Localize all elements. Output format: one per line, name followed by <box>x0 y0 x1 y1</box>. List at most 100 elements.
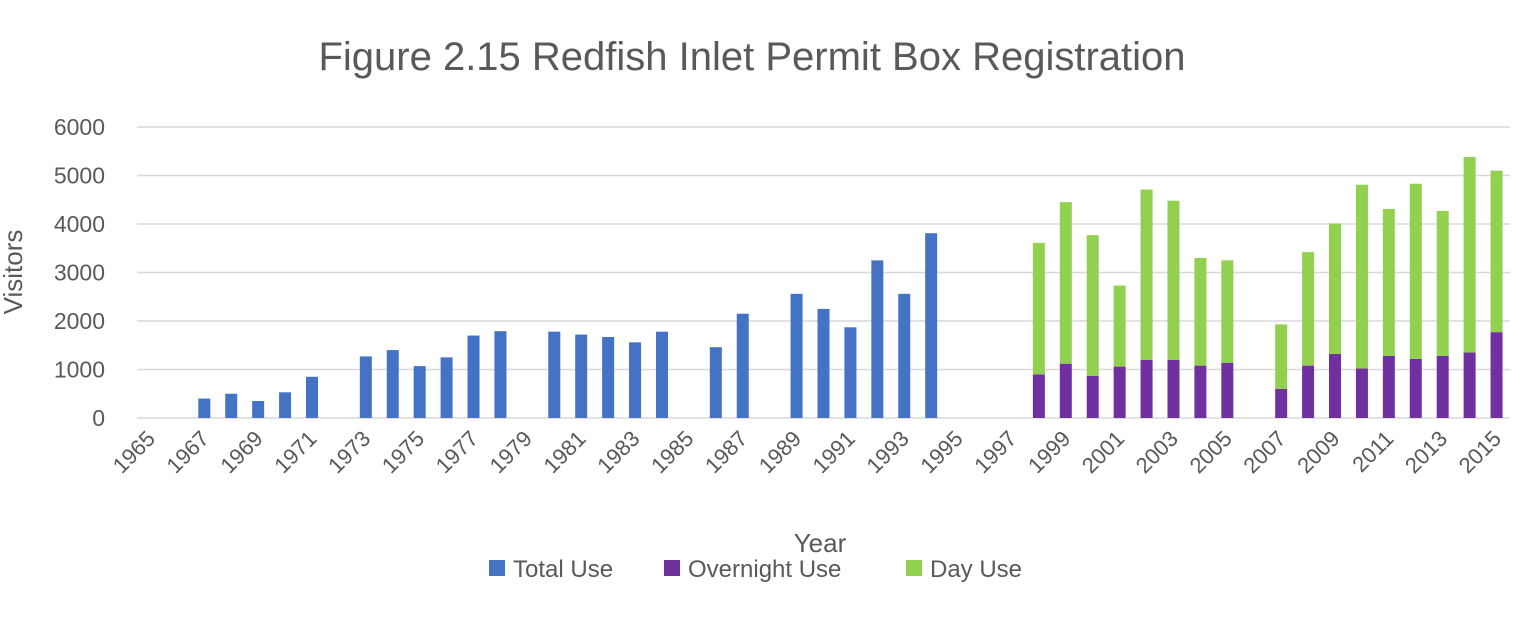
bar-day-use <box>1275 324 1288 389</box>
x-tick-label: 1983 <box>592 426 644 478</box>
bar-overnight-use <box>1302 365 1315 418</box>
bar-day-use <box>1140 189 1153 360</box>
bar-total-use <box>225 393 238 418</box>
bar-overnight-use <box>1167 359 1180 418</box>
bar-overnight-use <box>1436 355 1449 418</box>
bar-overnight-use <box>1329 353 1342 418</box>
x-tick-label: 2007 <box>1238 426 1290 478</box>
bar-total-use <box>198 398 211 418</box>
bar-overnight-use <box>1086 375 1099 418</box>
bar-total-use <box>736 313 749 418</box>
bar-day-use <box>1463 157 1476 353</box>
x-tick-label: 2015 <box>1454 426 1506 478</box>
y-tick-label: 2000 <box>54 308 105 334</box>
bar-day-use <box>1221 260 1234 363</box>
bar-overnight-use <box>1355 368 1368 418</box>
x-tick-label: 1967 <box>162 426 214 478</box>
bar-overnight-use <box>1140 359 1153 418</box>
bar-day-use <box>1113 285 1126 367</box>
bar-total-use <box>817 308 830 418</box>
bars <box>198 157 1503 418</box>
bar-total-use <box>844 327 857 418</box>
x-tick-label: 1965 <box>108 426 160 478</box>
bar-total-use <box>871 260 884 418</box>
bar-total-use <box>359 356 372 418</box>
legend-label: Overnight Use <box>688 556 841 583</box>
bar-total-use <box>494 331 507 418</box>
y-tick-label: 5000 <box>54 163 105 189</box>
bar-total-use <box>925 233 938 418</box>
legend-swatch <box>489 560 505 576</box>
bar-overnight-use <box>1194 365 1207 418</box>
x-tick-label: 2001 <box>1077 426 1129 478</box>
bar-overnight-use <box>1382 355 1395 418</box>
bar-overnight-use <box>1490 332 1503 418</box>
x-tick-label: 1989 <box>754 426 806 478</box>
bar-day-use <box>1329 223 1342 354</box>
bar-day-use <box>1086 235 1099 376</box>
bar-total-use <box>413 366 426 418</box>
bar-total-use <box>898 293 911 418</box>
x-tick-label: 2011 <box>1347 426 1398 477</box>
legend-label: Day Use <box>930 556 1022 583</box>
bar-total-use <box>655 331 668 418</box>
bar-total-use <box>790 293 803 418</box>
x-tick-label: 1979 <box>485 426 537 478</box>
legend-swatch <box>906 560 922 576</box>
x-tick-label: 1995 <box>915 426 967 478</box>
x-tick-label: 1975 <box>377 426 429 478</box>
bar-total-use <box>386 350 399 418</box>
bar-day-use <box>1059 202 1072 364</box>
x-axis-title: Year <box>794 528 847 558</box>
chart-title: Figure 2.15 Redfish Inlet Permit Box Reg… <box>318 35 1185 79</box>
bar-total-use <box>602 337 615 418</box>
bar-total-use <box>440 357 453 418</box>
bar-day-use <box>1167 200 1180 360</box>
legend-label: Total Use <box>513 556 613 583</box>
x-tick-label: 1977 <box>431 426 483 478</box>
bar-overnight-use <box>1409 358 1422 418</box>
y-tick-label: 3000 <box>54 260 105 286</box>
bar-overnight-use <box>1059 363 1072 418</box>
x-tick-label: 1969 <box>215 426 267 478</box>
x-tick-label: 1997 <box>969 426 1021 478</box>
x-tick-label: 1991 <box>808 426 860 478</box>
bar-day-use <box>1490 170 1503 333</box>
bar-total-use <box>548 331 561 418</box>
bar-total-use <box>575 334 588 418</box>
bar-overnight-use <box>1275 388 1288 418</box>
y-tick-label: 0 <box>92 405 105 431</box>
x-tick-label: 2013 <box>1400 426 1452 478</box>
bar-overnight-use <box>1221 362 1234 418</box>
bar-day-use <box>1436 210 1449 356</box>
x-tick-label: 1973 <box>323 426 375 478</box>
x-axis-ticks: 1965 1967 1969 1971 1973 1975 1977 1979 1981 1983… <box>108 426 1506 478</box>
x-tick-label: 1981 <box>538 426 590 478</box>
x-tick-label: 1999 <box>1023 426 1075 478</box>
y-axis-ticks: 0 1000 2000 3000 4000 5000 6000 <box>54 114 105 431</box>
legend: Total Use Overnight Use Day Use <box>489 556 1022 583</box>
bar-total-use <box>467 335 480 418</box>
bar-day-use <box>1302 252 1315 366</box>
bar-day-use <box>1382 208 1395 356</box>
bar-total-use <box>279 392 292 418</box>
bar-day-use <box>1194 257 1207 366</box>
bar-total-use <box>709 347 722 418</box>
y-axis-title: Visitors <box>0 230 28 315</box>
bar-total-use <box>252 401 265 418</box>
x-tick-label: 2005 <box>1185 426 1237 478</box>
bar-day-use <box>1032 242 1045 375</box>
x-tick-label: 1987 <box>700 426 752 478</box>
x-tick-label: 1993 <box>862 426 914 478</box>
x-tick-label: 1985 <box>646 426 698 478</box>
bar-day-use <box>1355 184 1368 369</box>
y-tick-label: 6000 <box>54 114 105 140</box>
x-tick-label: 2003 <box>1131 426 1183 478</box>
bar-total-use <box>305 376 318 418</box>
x-tick-label: 1971 <box>269 426 321 478</box>
bar-overnight-use <box>1113 366 1126 418</box>
y-tick-label: 1000 <box>54 357 105 383</box>
y-tick-label: 4000 <box>54 211 105 237</box>
bar-overnight-use <box>1032 374 1045 418</box>
